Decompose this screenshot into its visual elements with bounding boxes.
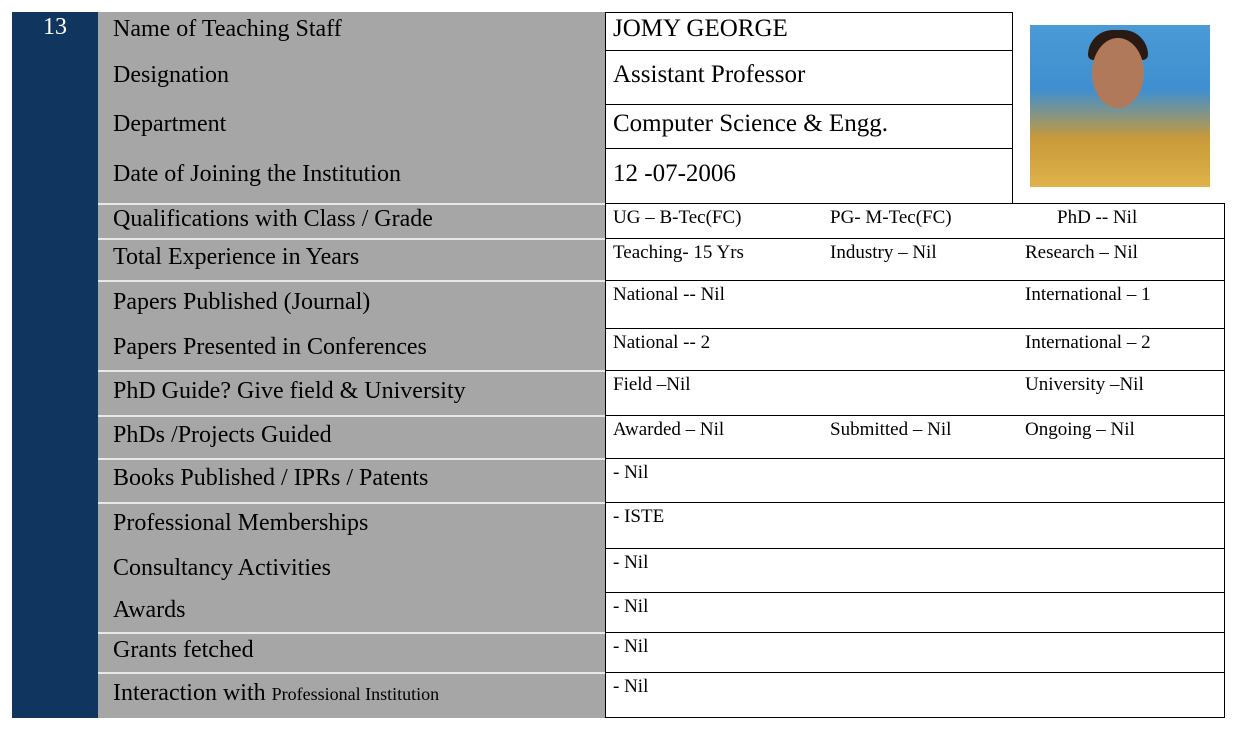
value-text: - Nil xyxy=(613,676,649,697)
value-cell xyxy=(605,370,1225,415)
row-label: Total Experience in Years xyxy=(113,244,360,270)
value-cell xyxy=(605,632,1225,672)
value-text: Research – Nil xyxy=(1025,242,1138,263)
label-separator xyxy=(98,632,605,634)
value-text: International – 2 xyxy=(1025,332,1151,353)
row-label: Awards xyxy=(113,597,186,623)
value-cell xyxy=(605,548,1225,592)
value-text: - Nil xyxy=(613,552,649,573)
row-label: PhDs /Projects Guided xyxy=(113,421,332,448)
value-cell xyxy=(605,280,1225,328)
row-label-wrap: Interaction with Professional Institutio… xyxy=(113,680,439,707)
value-text: National -- 2 xyxy=(613,332,711,353)
row-label: Papers Published (Journal) xyxy=(113,289,371,315)
value-cell xyxy=(605,502,1225,548)
value-text: 12 -07-2006 xyxy=(613,159,736,187)
row-label: Professional Memberships xyxy=(113,510,369,536)
value-cell xyxy=(605,12,1013,50)
value-cell xyxy=(605,203,1225,238)
value-text: Submitted – Nil xyxy=(830,419,952,440)
value-text: - Nil xyxy=(613,596,649,617)
value-text: University –Nil xyxy=(1025,374,1144,395)
value-cell xyxy=(605,672,1225,718)
row-label: Date of Joining the Institution xyxy=(113,160,401,187)
value-text: Awarded – Nil xyxy=(613,419,725,440)
value-text: - ISTE xyxy=(613,506,665,527)
value-text: Assistant Professor xyxy=(613,61,806,88)
label-separator xyxy=(98,238,605,240)
row-label: Consultancy Activities xyxy=(113,555,331,581)
row-label: Designation xyxy=(113,62,229,88)
value-cell xyxy=(605,148,1013,203)
row-label: Grants fetched xyxy=(113,637,254,663)
value-text: Teaching- 15 Yrs xyxy=(613,242,744,263)
label-separator xyxy=(98,458,605,460)
row-label: Papers Presented in Conferences xyxy=(113,334,427,360)
value-cell xyxy=(605,592,1225,632)
number-column xyxy=(12,12,98,718)
value-text: JOMY GEORGE xyxy=(613,15,788,42)
row-label: Department xyxy=(113,111,227,137)
value-cell xyxy=(605,458,1225,502)
value-cell xyxy=(605,328,1225,370)
label-separator xyxy=(98,370,605,372)
value-text: Computer Science & Engg. xyxy=(613,110,888,137)
value-text: National -- Nil xyxy=(613,284,725,305)
row-label: Qualifications with Class / Grade xyxy=(113,205,433,232)
photo-face xyxy=(1092,38,1144,108)
label-separator xyxy=(98,672,605,674)
label-separator xyxy=(98,203,605,205)
label-column xyxy=(98,12,605,718)
table-bottom xyxy=(605,717,1225,718)
value-text: - Nil xyxy=(613,636,649,657)
staff-number: 13 xyxy=(43,14,67,40)
row-label: Interaction with xyxy=(113,680,272,706)
label-separator xyxy=(98,415,605,417)
value-text: Field –Nil xyxy=(613,374,691,395)
value-cell xyxy=(605,50,1013,104)
value-text: PhD -- Nil xyxy=(1057,207,1138,228)
value-text: UG – B-Tec(FC) xyxy=(613,207,742,228)
value-cell xyxy=(605,415,1225,458)
value-text: International – 1 xyxy=(1025,284,1151,305)
label-separator xyxy=(98,502,605,504)
value-cell xyxy=(605,104,1013,148)
value-text: - Nil xyxy=(613,462,649,483)
row-label: PhD Guide? Give field & University xyxy=(113,377,466,404)
value-text: PG- M-Tec(FC) xyxy=(830,207,952,228)
label-separator xyxy=(98,280,605,282)
row-label: Name of Teaching Staff xyxy=(113,16,342,42)
value-text: Industry – Nil xyxy=(830,242,937,263)
value-text: Ongoing – Nil xyxy=(1025,419,1135,440)
row-label-small: Professional Institution xyxy=(271,684,440,704)
row-label: Books Published / IPRs / Patents xyxy=(113,465,429,491)
value-cell xyxy=(605,238,1225,280)
